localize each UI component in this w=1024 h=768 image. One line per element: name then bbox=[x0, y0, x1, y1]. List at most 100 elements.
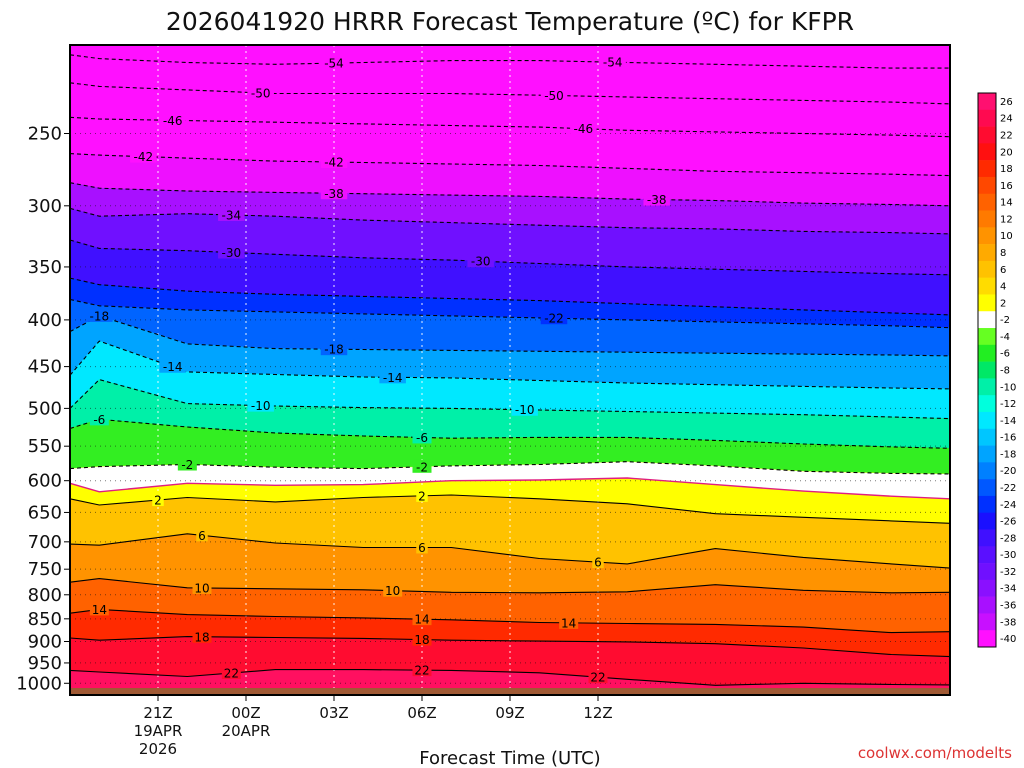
chart-title: 2026041920 HRRR Forecast Temperature (ºC… bbox=[166, 7, 854, 36]
contour-label-bg bbox=[247, 398, 274, 412]
contour-label: 10 bbox=[194, 581, 209, 595]
colorbar-label: 6 bbox=[1000, 265, 1006, 276]
colorbar-swatch bbox=[978, 227, 996, 245]
colorbar-swatch bbox=[978, 361, 996, 379]
contour-line bbox=[69, 494, 951, 524]
colorbar-label: -22 bbox=[1000, 483, 1016, 494]
contour-label: -2 bbox=[181, 458, 193, 472]
contour-label-bg bbox=[320, 155, 348, 169]
contour-label: -50 bbox=[544, 89, 564, 103]
colorbar-label: -28 bbox=[1000, 533, 1016, 544]
contour-label: 6 bbox=[594, 556, 602, 570]
colorbar-swatch bbox=[978, 344, 996, 362]
y-tick-label: 1000 bbox=[16, 673, 62, 694]
contour-label-bg bbox=[540, 88, 568, 102]
colorbar-label: -20 bbox=[1000, 466, 1016, 477]
colorbar-swatch bbox=[978, 495, 996, 513]
colorbar-swatch bbox=[978, 244, 996, 262]
colorbar-label: 16 bbox=[1000, 181, 1013, 192]
contour-label-bg bbox=[383, 583, 403, 597]
colorbar-swatch bbox=[978, 596, 996, 614]
colorbar: 26 24 22 20 18 16 14 12 10 8 6 4 2 -2 -4 -6 -8 -10 -12 -14 -… bbox=[977, 92, 1016, 648]
contour-label-bg bbox=[218, 245, 245, 259]
contour-line bbox=[69, 533, 951, 569]
x-tick-date: 20APR bbox=[222, 722, 271, 740]
colorbar-label: -32 bbox=[1000, 567, 1016, 578]
contour-line bbox=[69, 378, 951, 420]
contour-label-bg bbox=[89, 602, 109, 616]
colorbar-label: 18 bbox=[1000, 164, 1013, 175]
contour-label-bg bbox=[159, 359, 186, 373]
contour-label-bg bbox=[247, 85, 274, 99]
contour-label-bg bbox=[416, 540, 428, 554]
contour-line bbox=[69, 608, 951, 634]
colorbar-swatch bbox=[978, 109, 996, 127]
contour-label: -14 bbox=[383, 371, 403, 385]
colorbar-label: 14 bbox=[1000, 198, 1013, 209]
contour-label: -30 bbox=[222, 246, 242, 260]
contour-label: -22 bbox=[544, 312, 564, 326]
contour-label: -6 bbox=[93, 413, 105, 427]
x-tick-year: 2026 bbox=[139, 740, 177, 758]
colorbar-swatch bbox=[978, 411, 996, 430]
x-tick-label: 09Z bbox=[495, 704, 524, 722]
y-tick-label: 750 bbox=[28, 559, 62, 580]
contour-label-bg bbox=[559, 615, 579, 629]
colorbar-label: -4 bbox=[1000, 332, 1010, 343]
surface-ground bbox=[70, 688, 950, 695]
contour-label: -54 bbox=[324, 57, 344, 71]
y-tick-label: 850 bbox=[28, 609, 62, 630]
contour-label-bg bbox=[412, 632, 432, 646]
colorbar-label: 24 bbox=[1000, 114, 1013, 125]
x-axis-label: Forecast Time (UTC) bbox=[419, 748, 600, 768]
contour-label-bg bbox=[89, 412, 109, 426]
contour-line bbox=[69, 636, 951, 658]
contour-label: -42 bbox=[134, 150, 154, 164]
contour-label: -14 bbox=[163, 360, 183, 374]
colorbar-swatch bbox=[978, 294, 996, 312]
contour-label-bg bbox=[221, 666, 241, 680]
contour-label-bg bbox=[320, 56, 348, 70]
contour-label-bg bbox=[192, 580, 212, 594]
contour-line bbox=[69, 418, 951, 449]
contour-label: -54 bbox=[603, 56, 623, 70]
contour-label: -42 bbox=[324, 156, 344, 170]
contour-label-bg bbox=[511, 402, 538, 416]
colorbar-swatch bbox=[978, 143, 996, 161]
contour-label-bg bbox=[588, 670, 608, 684]
y-tick-label: 400 bbox=[28, 310, 62, 331]
contour-label: -18 bbox=[324, 343, 344, 357]
contour-label: -6 bbox=[416, 431, 428, 445]
contour-label: -30 bbox=[471, 255, 491, 269]
contour-label: 14 bbox=[92, 603, 107, 617]
y-tick-label: 350 bbox=[28, 257, 62, 278]
y-tick-label: 800 bbox=[28, 585, 62, 606]
contour-label: 18 bbox=[194, 630, 209, 644]
contour-label: -10 bbox=[251, 399, 271, 413]
contour-label: 22 bbox=[590, 671, 605, 685]
contour-label: -38 bbox=[324, 187, 344, 201]
contour-label: 6 bbox=[418, 541, 426, 555]
contour-label: -38 bbox=[647, 193, 667, 207]
colorbar-swatch bbox=[978, 277, 996, 295]
colorbar-swatch bbox=[978, 126, 996, 144]
colorbar-label: -14 bbox=[1000, 416, 1016, 427]
colorbar-swatch bbox=[978, 311, 996, 329]
contour-label: -18 bbox=[90, 309, 110, 323]
contour-label-bg bbox=[412, 430, 432, 444]
contour-label: 6 bbox=[198, 529, 206, 543]
contour-label: 18 bbox=[414, 633, 429, 647]
contour-label-bg bbox=[412, 612, 432, 626]
colorbar-swatch bbox=[978, 546, 996, 564]
colorbar-swatch bbox=[978, 529, 996, 547]
colorbar-swatch bbox=[978, 176, 996, 195]
colorbar-swatch bbox=[978, 462, 996, 480]
colorbar-frame bbox=[977, 92, 997, 648]
contour-label: 22 bbox=[224, 667, 239, 681]
y-tick-label: 500 bbox=[28, 398, 62, 419]
colorbar-swatch bbox=[978, 328, 996, 346]
colorbar-label: -16 bbox=[1000, 433, 1016, 444]
contour-label-bg bbox=[159, 113, 186, 127]
